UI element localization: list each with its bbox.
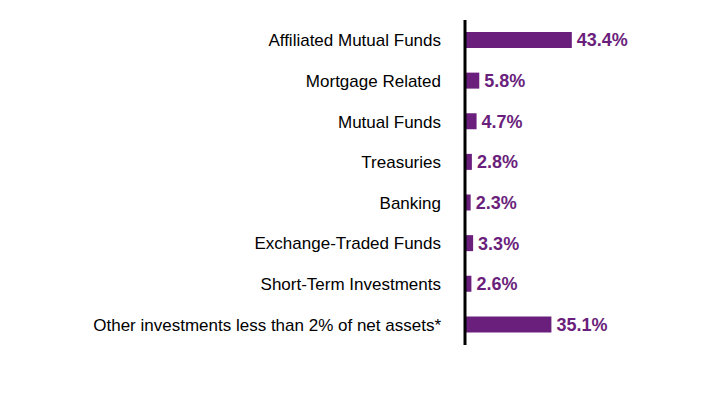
svg-text:4.7%: 4.7%	[482, 112, 523, 132]
svg-text:Mortgage Related: Mortgage Related	[306, 72, 441, 91]
svg-text:5.8%: 5.8%	[484, 71, 525, 91]
svg-text:3.3%: 3.3%	[478, 234, 519, 254]
svg-text:Mutual Funds: Mutual Funds	[338, 113, 441, 132]
svg-text:2.6%: 2.6%	[476, 274, 517, 294]
svg-text:Banking: Banking	[380, 194, 441, 213]
svg-text:35.1%: 35.1%	[556, 315, 607, 335]
svg-text:Short-Term Investments: Short-Term Investments	[261, 275, 441, 294]
svg-text:Exchange-Traded Funds: Exchange-Traded Funds	[255, 234, 441, 253]
svg-text:2.8%: 2.8%	[477, 152, 518, 172]
svg-text:43.4%: 43.4%	[577, 30, 628, 50]
svg-text:Other investments less than 2%: Other investments less than 2% of net as…	[93, 316, 441, 335]
svg-text:2.3%: 2.3%	[476, 193, 517, 213]
svg-text:Treasuries: Treasuries	[361, 153, 441, 172]
svg-text:Affiliated Mutual Funds: Affiliated Mutual Funds	[268, 31, 441, 50]
